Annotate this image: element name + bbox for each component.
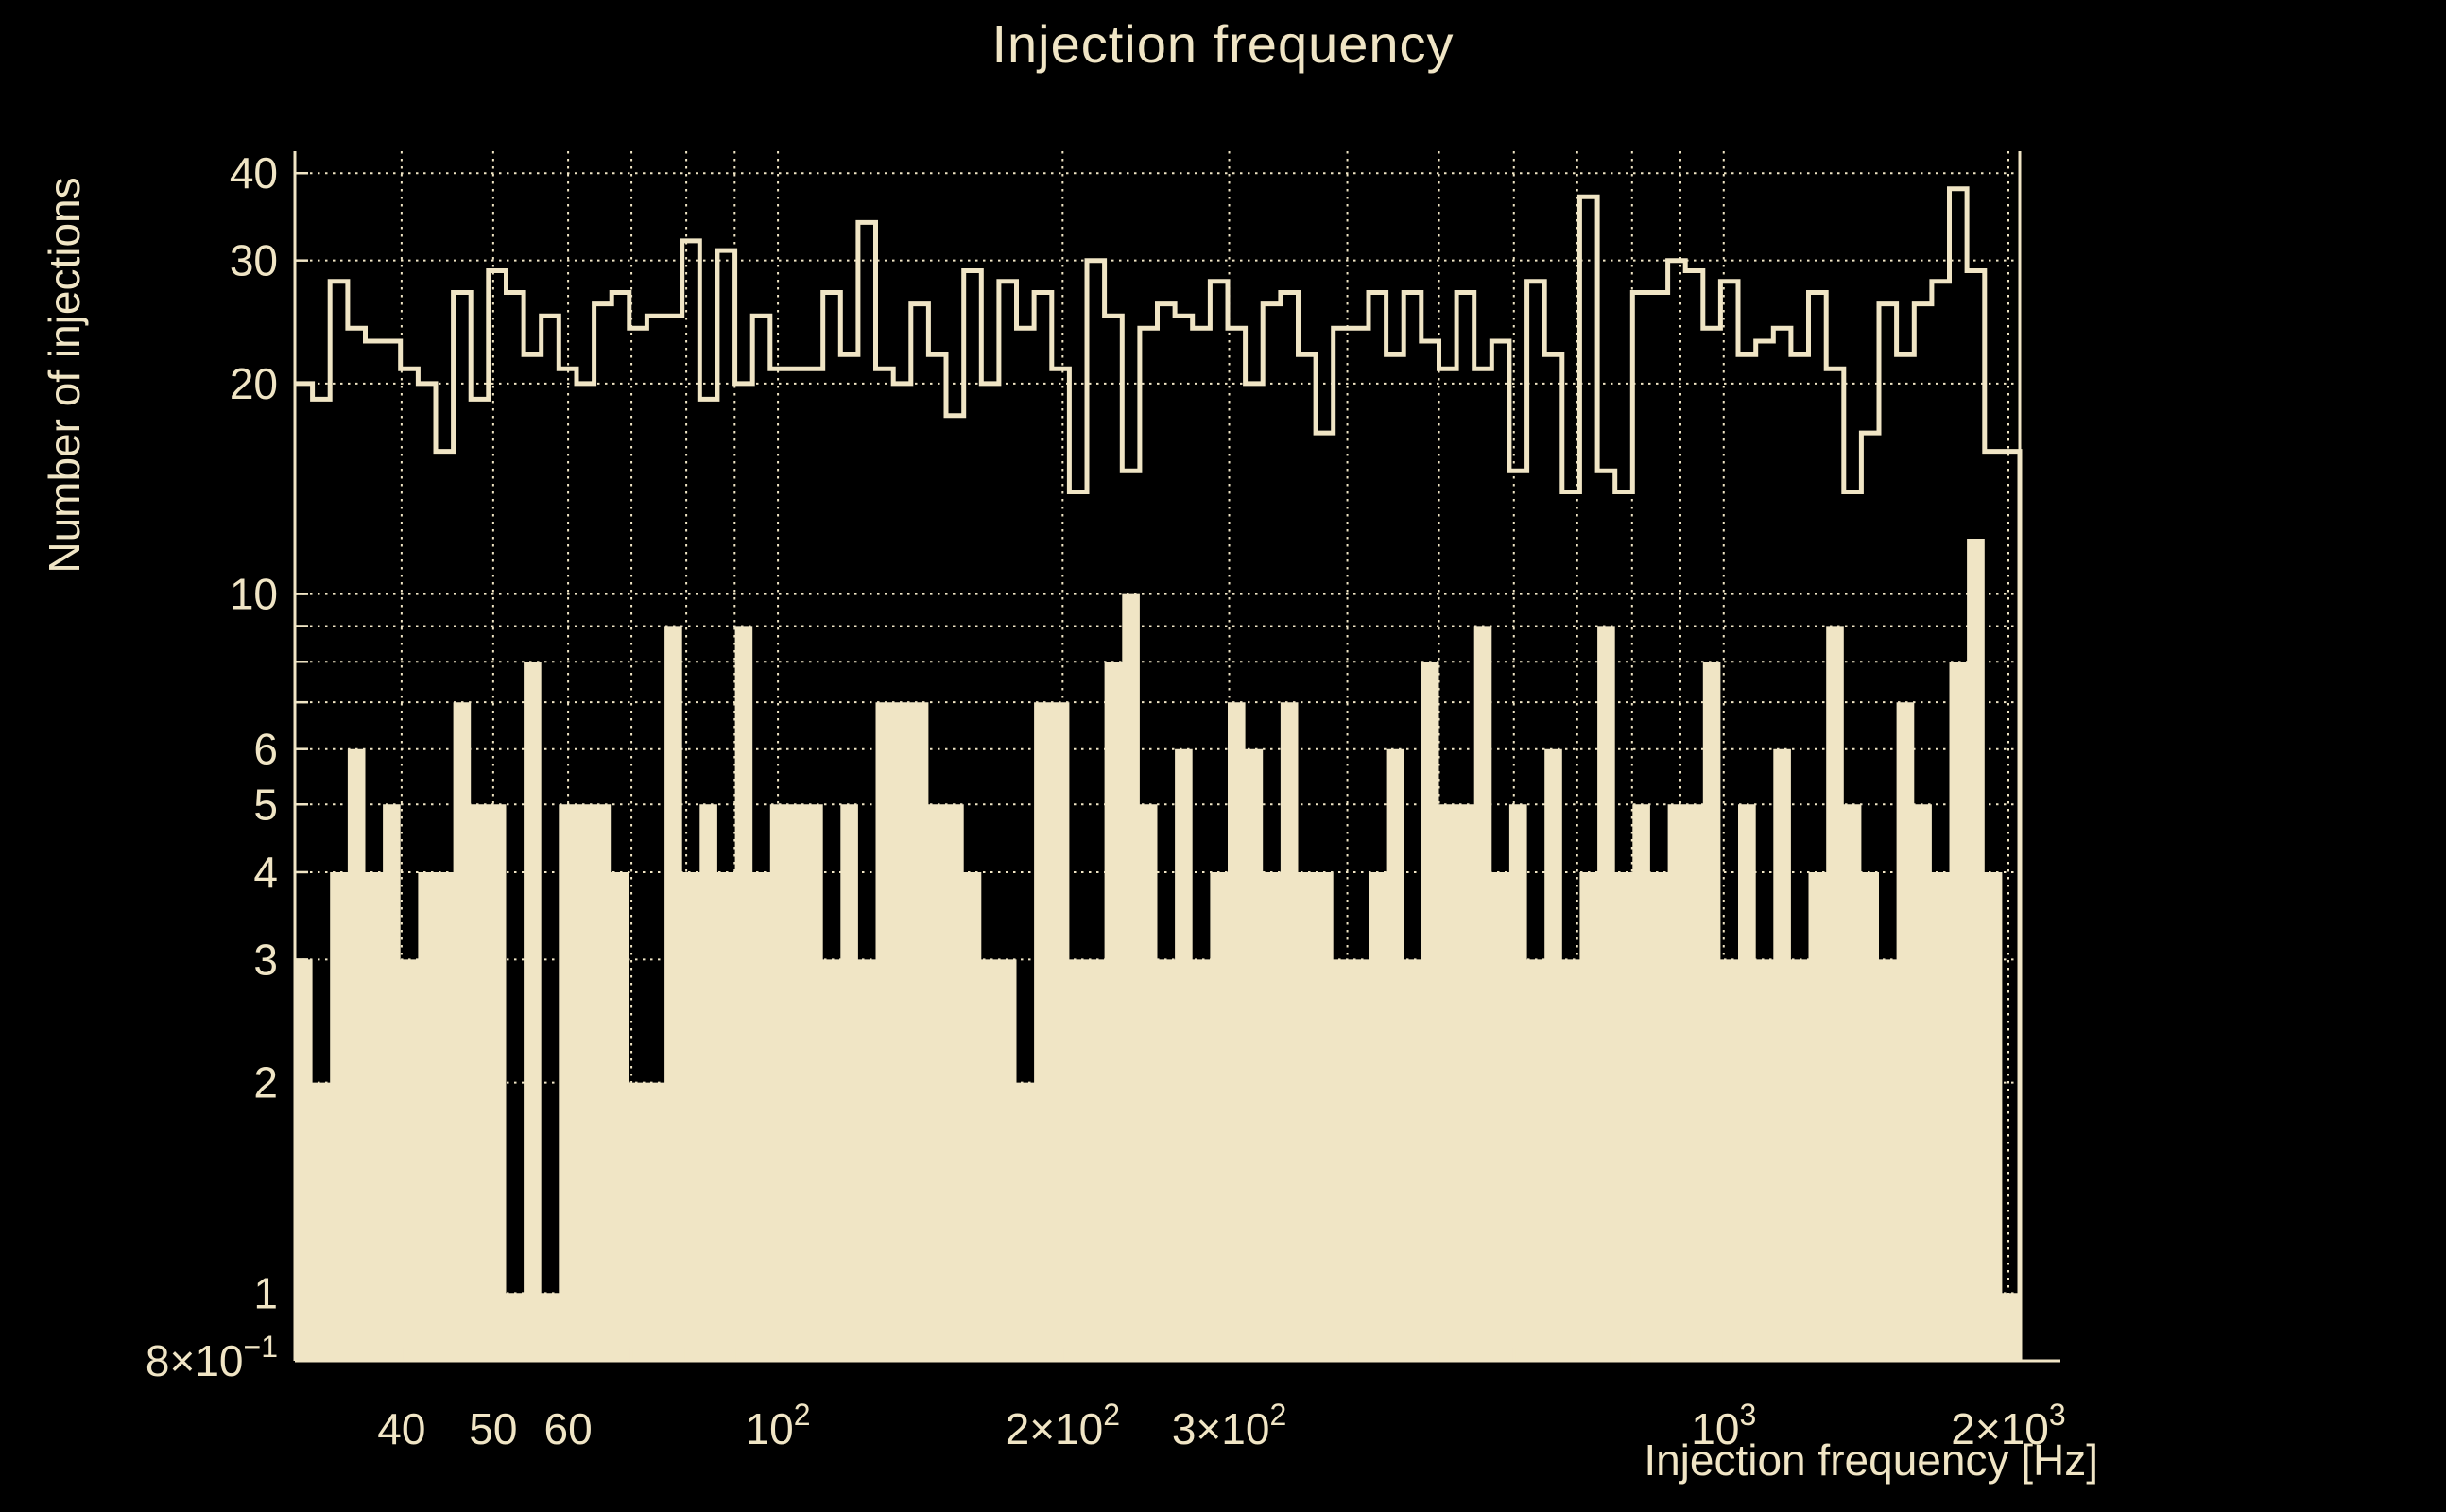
outline-series [295,186,2023,1361]
y-tick-label: 40 [230,148,278,198]
x-tick-label: 60 [544,1404,593,1453]
outline-histogram [295,186,2023,1361]
y-tick-label: 3 [253,935,278,984]
x-tick-label: 102 [746,1398,811,1453]
x-axis-label: Injection frequency [Hz] [1644,1435,2098,1485]
filled-histogram [295,539,2020,1361]
x-tick-label: 103 [1691,1398,1756,1453]
axes-frame [293,151,2060,1363]
x-tick-label: 3×102 [1172,1398,1286,1453]
y-tick-label: 1 [253,1268,278,1317]
y-tick-label: 10 [230,570,278,619]
y-tick-label: 6 [253,725,278,774]
tick-marks [295,171,2010,1361]
y-axis-label: Number of injections [40,177,89,574]
chart-title: Injection frequency [991,14,1455,74]
y-tick-labels: 40 30 20 10 6 5 4 3 2 1 8×10−1 [146,148,278,1385]
y-tick-label: 8×10−1 [146,1330,278,1385]
x-tick-label: 40 [377,1404,425,1453]
y-tick-label: 2 [253,1058,278,1108]
y-tick-label: 20 [230,359,278,408]
y-tick-label: 30 [230,236,278,285]
y-tick-label: 4 [253,848,278,897]
y-tick-label: 5 [253,780,278,829]
x-tick-label: 2×103 [1951,1398,2065,1453]
x-tick-label: 2×102 [1006,1398,1120,1453]
filled-series [295,539,2020,1361]
x-tick-labels: 40 50 60 102 2×102 3×102 103 2×103 [377,1398,2065,1453]
x-tick-label: 50 [469,1404,517,1453]
